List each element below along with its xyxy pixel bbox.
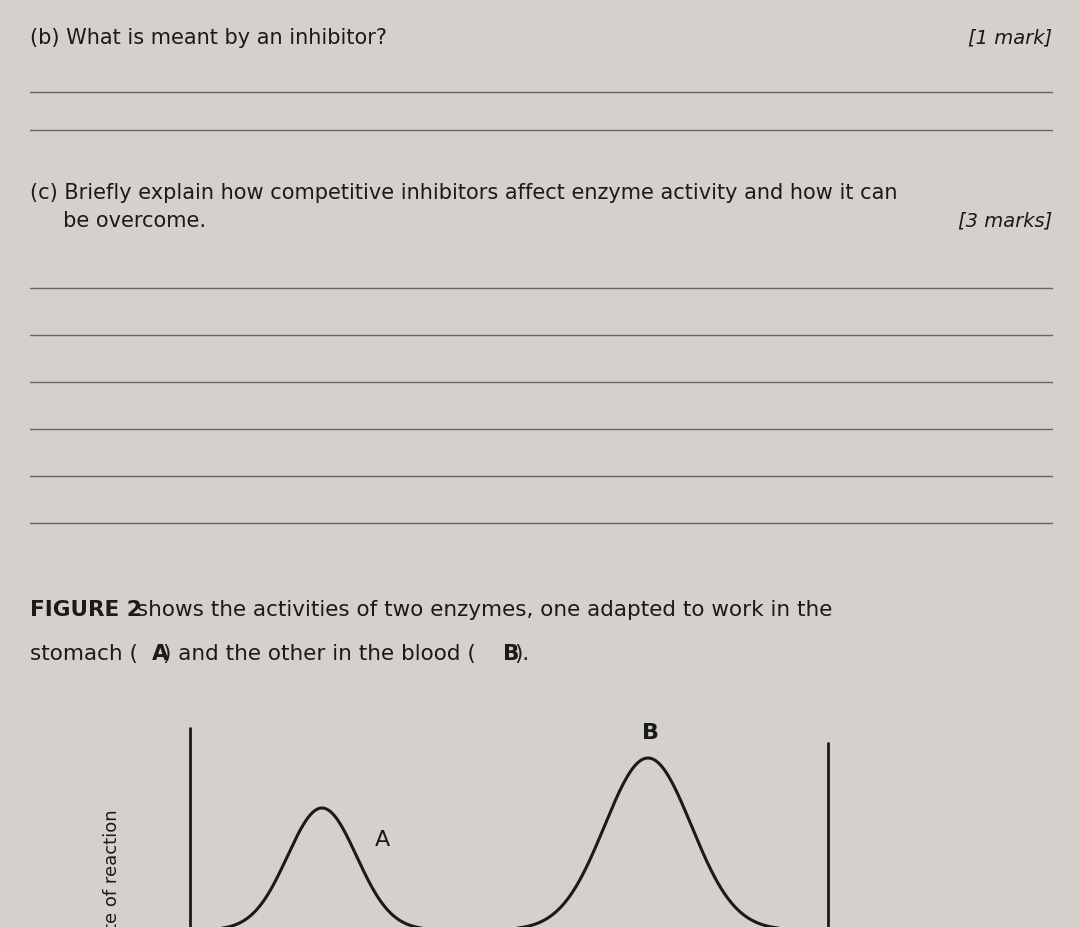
Text: te of reaction: te of reaction — [103, 809, 121, 927]
Text: (c) Briefly explain how competitive inhibitors affect enzyme activity and how it: (c) Briefly explain how competitive inhi… — [30, 183, 897, 203]
Text: ).: ). — [514, 644, 529, 664]
Text: [3 marks]: [3 marks] — [958, 211, 1052, 230]
Text: B: B — [503, 644, 519, 664]
Text: A: A — [375, 830, 390, 850]
Text: stomach (: stomach ( — [30, 644, 138, 664]
Text: (b) What is meant by an inhibitor?: (b) What is meant by an inhibitor? — [30, 28, 387, 48]
Text: A: A — [152, 644, 168, 664]
Text: FIGURE 2: FIGURE 2 — [30, 600, 141, 620]
Text: [1 mark]: [1 mark] — [968, 28, 1052, 47]
Text: be overcome.: be overcome. — [30, 211, 206, 231]
Text: B: B — [642, 723, 659, 743]
Text: shows the activities of two enzymes, one adapted to work in the: shows the activities of two enzymes, one… — [130, 600, 833, 620]
Text: ) and the other in the blood (: ) and the other in the blood ( — [163, 644, 476, 664]
